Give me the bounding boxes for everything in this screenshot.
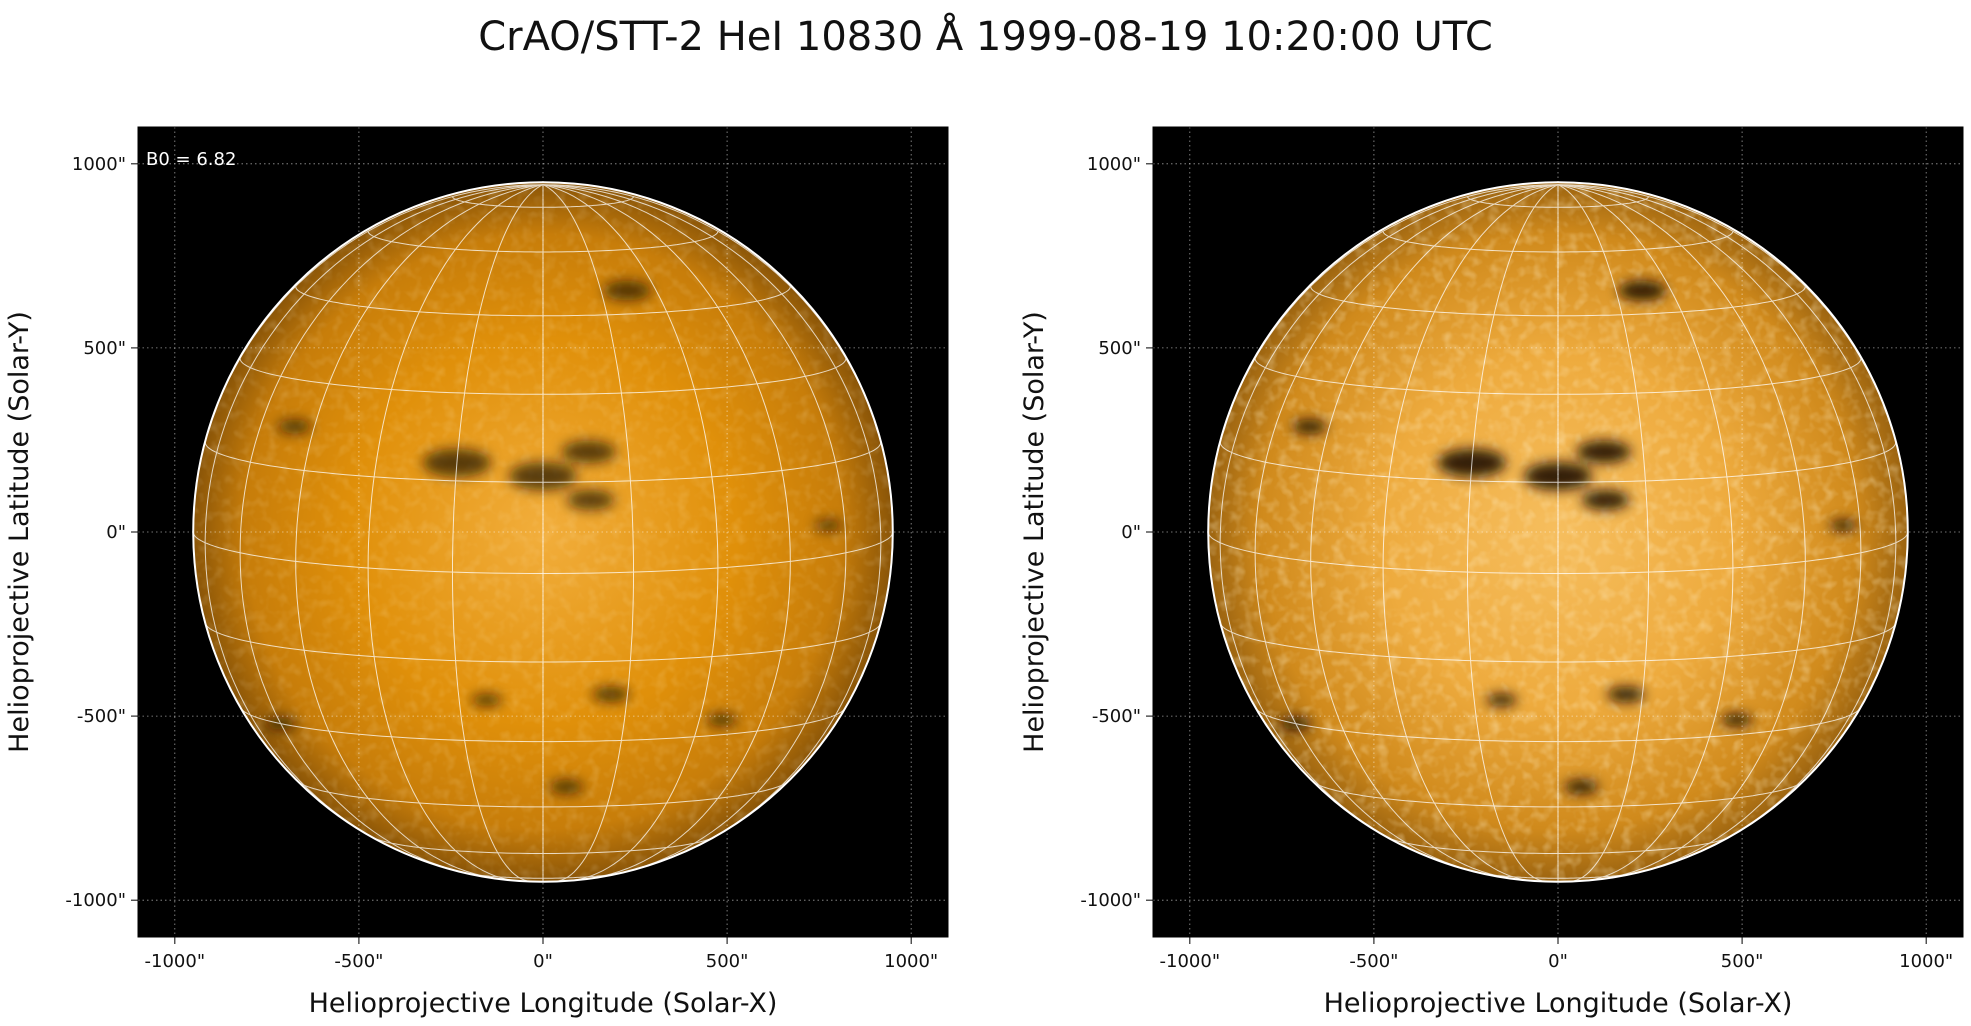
x-tick-label: 0" (533, 951, 553, 972)
x-axis-label: Helioprojective Longitude (Solar-X) (1324, 988, 1793, 1019)
b0-annotation: B0 = 6.82 (146, 149, 236, 170)
x-tick-label: 500" (706, 951, 749, 972)
x-tick-label: 500" (1721, 951, 1764, 972)
longitude-line (1557, 184, 1806, 880)
x-tick-label: -500" (334, 951, 383, 972)
longitude-line (452, 184, 544, 882)
dark-filament (1486, 693, 1517, 707)
x-tick-label: -1000" (145, 951, 206, 972)
longitude-line (204, 184, 544, 850)
dark-filament (1721, 713, 1753, 727)
x-tick-label: 1000" (1899, 951, 1953, 972)
longitude-line (295, 184, 544, 880)
y-tick-label: 500" (83, 338, 126, 359)
longitude-line (239, 184, 544, 875)
dark-filament (1607, 686, 1645, 703)
y-tick-label: -1000" (65, 890, 126, 911)
longitude-line (1219, 184, 1559, 850)
solar-panel-1: -1000" -500" 0" 500" 1000" -1000" -500" 0" 500" 1… (4, 126, 949, 1019)
longitude-line (1557, 184, 1897, 850)
dark-filament (1564, 779, 1599, 794)
longitude-line (542, 184, 882, 850)
y-tick-label: -1000" (1080, 890, 1141, 911)
longitude-line (542, 184, 634, 882)
longitude-line (1254, 184, 1559, 875)
dark-filament (706, 713, 738, 727)
x-tick-label: 1000" (884, 951, 938, 972)
dark-filament (1618, 280, 1667, 301)
dark-filament (592, 686, 630, 703)
figure-title: CrAO/STT-2 HeI 10830 Å 1999-08-19 10:20:… (478, 14, 1493, 60)
longitude-line (1467, 184, 1559, 882)
dark-filament (603, 280, 652, 301)
y-tick-label: 0" (1121, 522, 1141, 543)
solar-panel-2: -1000" -500" 0" 500" 1000" -1000" -500" 0" 500" 1… (1019, 126, 1964, 1019)
longitude-line (542, 184, 791, 880)
dark-filament (277, 419, 312, 434)
dark-filament (814, 519, 843, 532)
y-tick-label: 0" (106, 522, 126, 543)
y-tick-label: 1000" (1087, 154, 1141, 175)
dark-filament (1829, 519, 1858, 532)
dark-filament (1576, 440, 1631, 464)
longitude-line (1382, 184, 1559, 882)
longitude-line (1557, 184, 1649, 882)
longitude-line (1557, 184, 1734, 882)
longitude-line (542, 184, 719, 882)
y-axis-label: Helioprojective Latitude (Solar-Y) (1019, 311, 1050, 753)
longitude-line (1310, 184, 1559, 880)
y-tick-label: 1000" (72, 154, 126, 175)
dark-filament (561, 440, 616, 464)
x-tick-label: 0" (1548, 951, 1568, 972)
x-axis-label: Helioprojective Longitude (Solar-X) (309, 988, 778, 1019)
dark-filament (471, 693, 502, 707)
dark-filament (1292, 419, 1327, 434)
longitude-line (367, 184, 544, 882)
dark-filament (566, 490, 615, 510)
y-axis-label: Helioprojective Latitude (Solar-Y) (4, 311, 35, 753)
y-tick-label: 500" (1098, 338, 1141, 359)
y-tick-label: -500" (1092, 706, 1141, 727)
y-tick-label: -500" (77, 706, 126, 727)
dark-filament (549, 779, 584, 794)
longitude-line (1557, 184, 1862, 875)
x-tick-label: -500" (1349, 951, 1398, 972)
longitude-line (542, 184, 847, 875)
x-tick-label: -1000" (1160, 951, 1221, 972)
dark-filament (1581, 490, 1630, 510)
